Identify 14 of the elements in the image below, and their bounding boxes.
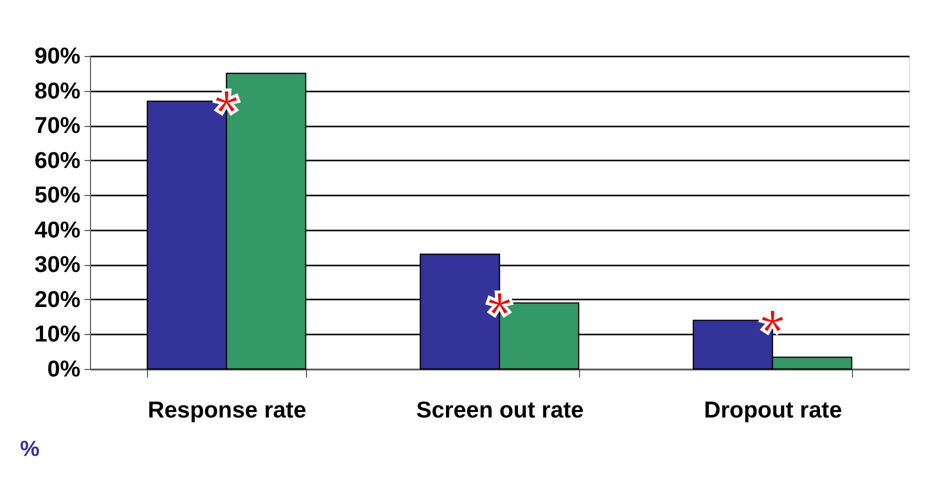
y-tick-label: 60% bbox=[34, 146, 80, 173]
y-tick-label: 90% bbox=[34, 42, 80, 68]
text: % bbox=[20, 436, 40, 461]
y-tick-label: 20% bbox=[34, 286, 80, 312]
y-tick-label: 40% bbox=[34, 216, 80, 242]
x-tick-label: Dropout rate bbox=[704, 396, 842, 422]
y-tick-label: 70% bbox=[34, 112, 80, 138]
y-tick-label: 80% bbox=[34, 77, 80, 104]
y-tick-label: 0% bbox=[47, 356, 80, 382]
y-tick-label: 50% bbox=[34, 182, 80, 208]
x-tick-label: Response rate bbox=[148, 396, 306, 422]
y-tick-label: 30% bbox=[34, 251, 80, 278]
x-tick-label: Screen out rate bbox=[416, 396, 584, 422]
y-tick-label: 10% bbox=[34, 320, 80, 347]
